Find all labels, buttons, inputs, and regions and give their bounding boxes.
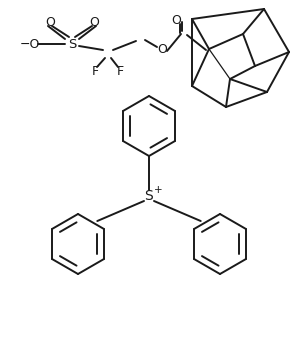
Text: S: S	[68, 37, 76, 51]
Text: F: F	[116, 65, 123, 77]
Text: O: O	[45, 15, 55, 29]
Text: O: O	[157, 43, 167, 55]
Text: S: S	[145, 189, 153, 203]
Text: O: O	[89, 15, 99, 29]
Text: O: O	[171, 13, 181, 26]
Text: F: F	[91, 65, 99, 77]
Text: +: +	[154, 185, 162, 195]
Text: −O: −O	[20, 37, 40, 51]
